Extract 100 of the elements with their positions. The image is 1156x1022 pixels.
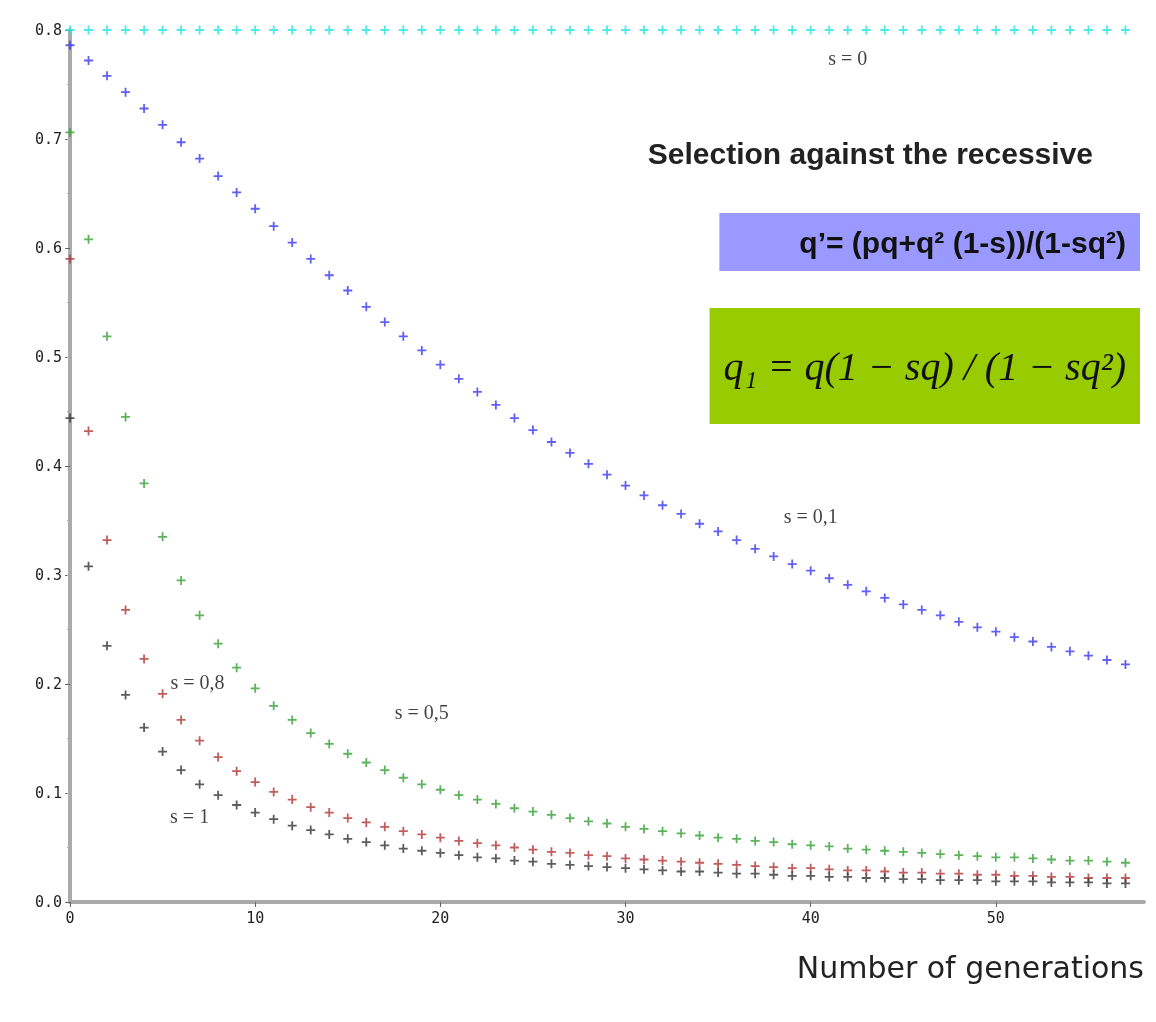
point: [861, 25, 871, 35]
point: [917, 848, 927, 858]
point: [972, 875, 982, 885]
point: [898, 847, 908, 857]
point: [454, 836, 464, 846]
point: [139, 25, 149, 35]
point: [287, 715, 297, 725]
point: [454, 790, 464, 800]
point: [1065, 25, 1075, 35]
point: [1009, 876, 1019, 886]
point: [287, 821, 297, 831]
point: [213, 790, 223, 800]
point: [972, 25, 982, 35]
point: [639, 25, 649, 35]
point: [639, 864, 649, 874]
point: [306, 825, 316, 835]
point: [954, 875, 964, 885]
point: [102, 71, 112, 81]
point: [213, 752, 223, 762]
point: [250, 25, 260, 35]
point: [343, 25, 353, 35]
point: [639, 824, 649, 834]
point: [435, 25, 445, 35]
point: [398, 773, 408, 783]
point: [472, 852, 482, 862]
x-tick-label: 30: [616, 908, 635, 927]
point: [102, 331, 112, 341]
point: [1028, 25, 1038, 35]
point: [491, 840, 501, 850]
annotation: q₁ = q(1 − sq) / (1 − sq²): [723, 343, 1126, 389]
point: [565, 848, 575, 858]
point: [954, 617, 964, 627]
point: [269, 25, 279, 35]
point: [880, 873, 890, 883]
text: Selection against the recessive: [647, 136, 1094, 170]
point: [232, 766, 242, 776]
point: [454, 374, 464, 384]
series-label: s = 0: [828, 47, 868, 69]
point: [380, 317, 390, 327]
point: [750, 869, 760, 879]
point: [65, 254, 75, 264]
point: [917, 605, 927, 615]
point: [435, 833, 445, 843]
point: [935, 25, 945, 35]
point: [806, 25, 816, 35]
point: [806, 840, 816, 850]
y-tick-label: 0.3: [34, 566, 62, 584]
point: [176, 715, 186, 725]
point: [213, 25, 223, 35]
point: [565, 813, 575, 823]
point: [1065, 646, 1075, 656]
point: [435, 848, 445, 858]
point: [935, 849, 945, 859]
point: [343, 834, 353, 844]
y-tick-label: 0.4: [34, 457, 62, 475]
point: [732, 25, 742, 35]
point: [602, 25, 612, 35]
point: [232, 800, 242, 810]
point: [269, 787, 279, 797]
point: [602, 470, 612, 480]
y-tick-label: 0.1: [34, 784, 62, 802]
x-tick-label: 10: [246, 908, 265, 927]
point: [250, 204, 260, 214]
point: [732, 535, 742, 545]
point: [306, 728, 316, 738]
point: [232, 663, 242, 673]
point: [824, 872, 834, 882]
x-axis-title: Number of generations: [796, 949, 1144, 985]
point: [176, 25, 186, 35]
y-tick-label: 0.2: [34, 675, 62, 693]
y-tick-label: 0.5: [34, 348, 62, 366]
point: [1009, 852, 1019, 862]
point: [1102, 857, 1112, 867]
point: [324, 25, 334, 35]
point: [398, 331, 408, 341]
point: [565, 860, 575, 870]
point: [898, 874, 908, 884]
y-tick-label: 0.8: [34, 21, 62, 39]
point: [787, 25, 797, 35]
point: [880, 25, 890, 35]
point: [917, 874, 927, 884]
point: [806, 566, 816, 576]
point: [898, 25, 908, 35]
point: [324, 808, 334, 818]
point: [417, 779, 427, 789]
y-tick-label: 0.0: [34, 893, 62, 911]
point: [176, 765, 186, 775]
point: [139, 654, 149, 664]
x-tick-label: 50: [986, 908, 1005, 927]
point: [380, 765, 390, 775]
point: [676, 857, 686, 867]
point: [380, 840, 390, 850]
point: [991, 25, 1001, 35]
point: [250, 777, 260, 787]
point: [991, 627, 1001, 637]
point: [787, 871, 797, 881]
series-label: s = 1: [170, 805, 210, 828]
point: [306, 25, 316, 35]
point: [528, 425, 538, 435]
point: [176, 137, 186, 147]
